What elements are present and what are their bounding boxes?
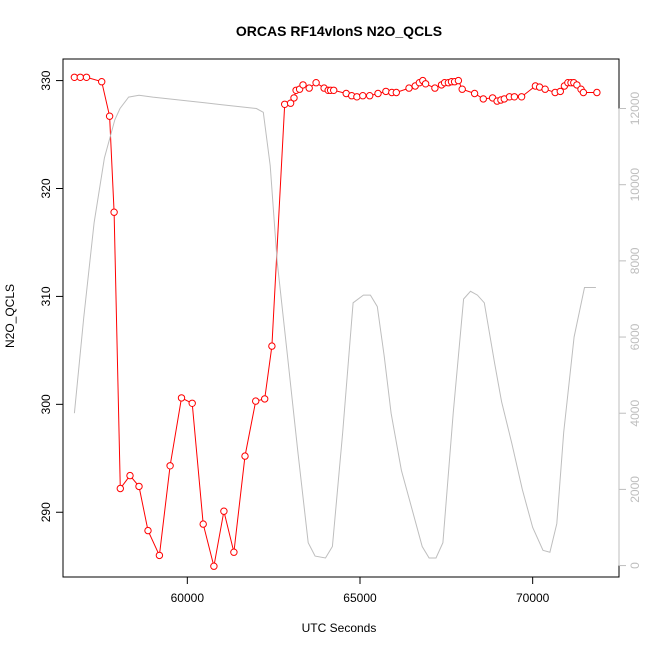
data-point bbox=[305, 84, 313, 92]
y-tick-label: 320 bbox=[39, 178, 53, 198]
data-point bbox=[454, 76, 463, 85]
data-point bbox=[126, 471, 134, 480]
y-tick-label: 290 bbox=[39, 502, 53, 522]
data-point bbox=[166, 462, 174, 470]
data-point bbox=[261, 395, 269, 403]
data-point bbox=[470, 89, 479, 98]
data-point bbox=[421, 80, 430, 88]
y2-tick-label: 0 bbox=[628, 562, 642, 569]
data-point bbox=[382, 87, 390, 96]
data-point bbox=[290, 94, 298, 102]
data-point bbox=[144, 526, 152, 535]
data-point bbox=[330, 86, 338, 95]
series-layer bbox=[70, 73, 601, 570]
data-point bbox=[188, 399, 196, 407]
data-point bbox=[110, 208, 118, 216]
y2-axis: 0 2000 4000 6000 8000 10000 12000 bbox=[618, 92, 642, 569]
data-point bbox=[82, 73, 91, 82]
data-point bbox=[105, 112, 114, 120]
data-point bbox=[541, 85, 549, 93]
series-line-secondary bbox=[73, 94, 596, 559]
y-tick-label: 300 bbox=[39, 394, 53, 414]
data-point bbox=[252, 397, 260, 405]
y2-tick-label: 6000 bbox=[628, 323, 642, 350]
y-axis: 290 300 310 320 330 bbox=[39, 70, 64, 522]
data-point bbox=[374, 89, 382, 98]
data-point bbox=[177, 394, 186, 402]
data-point bbox=[359, 92, 367, 100]
data-point bbox=[98, 78, 106, 86]
chart-title: ORCAS RF14vlonS N2O_QCLS bbox=[236, 23, 442, 39]
data-point bbox=[299, 81, 307, 89]
data-point bbox=[579, 88, 588, 97]
data-point bbox=[268, 342, 276, 350]
data-point bbox=[76, 73, 85, 82]
data-point bbox=[116, 484, 125, 493]
data-point bbox=[517, 93, 526, 101]
x-axis-label: UTC Seconds bbox=[302, 621, 377, 635]
data-point bbox=[510, 93, 519, 101]
data-point bbox=[353, 93, 361, 101]
y2-tick-label: 10000 bbox=[628, 168, 642, 202]
plot-frame bbox=[62, 58, 620, 578]
x-tick-label: 70000 bbox=[516, 591, 550, 605]
y-tick-label: 330 bbox=[39, 70, 53, 90]
data-point bbox=[155, 551, 164, 560]
data-point bbox=[556, 87, 564, 96]
y2-tick-label: 12000 bbox=[628, 92, 642, 126]
data-point bbox=[458, 85, 466, 93]
x-tick-label: 65000 bbox=[343, 591, 377, 605]
data-point bbox=[220, 507, 228, 515]
data-point bbox=[230, 548, 238, 556]
data-point bbox=[281, 100, 289, 109]
data-point bbox=[431, 84, 439, 92]
data-point bbox=[479, 95, 487, 103]
data-point bbox=[210, 562, 218, 570]
y2-tick-label: 2000 bbox=[628, 476, 642, 503]
data-point bbox=[405, 84, 413, 92]
y-tick-label: 310 bbox=[39, 286, 53, 306]
data-point bbox=[312, 79, 320, 87]
data-point bbox=[286, 99, 295, 107]
y2-tick-label: 8000 bbox=[628, 247, 642, 274]
series-line-primary bbox=[74, 76, 597, 567]
y-axis-label: N2O_QCLS bbox=[3, 284, 17, 348]
x-axis: 60000 65000 70000 bbox=[171, 576, 550, 605]
data-point bbox=[135, 482, 143, 491]
data-point bbox=[392, 88, 400, 97]
data-point bbox=[241, 452, 249, 460]
x-tick-label: 60000 bbox=[171, 591, 205, 605]
data-point bbox=[593, 88, 601, 97]
data-point bbox=[199, 520, 207, 528]
y2-tick-label: 4000 bbox=[628, 400, 642, 427]
data-point bbox=[366, 92, 374, 100]
